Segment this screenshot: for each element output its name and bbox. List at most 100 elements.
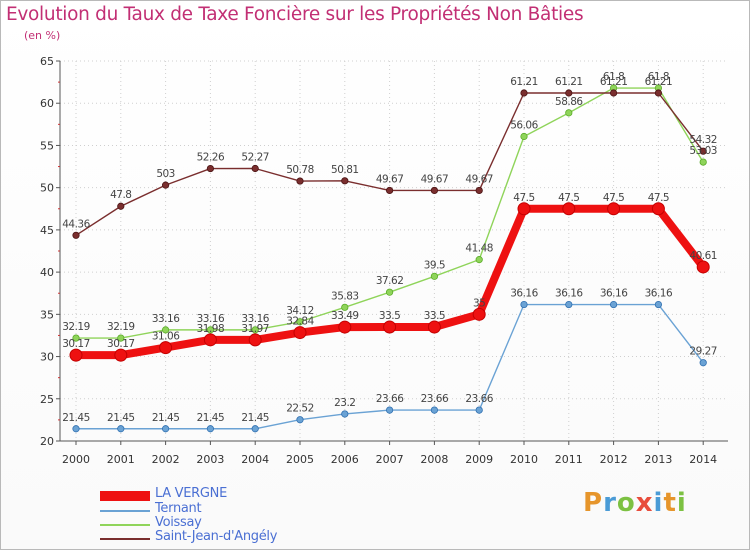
data-label: 36.16 (600, 288, 628, 300)
data-label: 33.16 (241, 313, 269, 325)
data-point (385, 186, 394, 195)
logo-letter: i (653, 488, 664, 518)
x-tick-label: 2013 (644, 453, 672, 466)
logo-letter: o (616, 488, 636, 518)
legend-label: LA VERGNE (155, 486, 228, 501)
data-label: 23.66 (465, 393, 493, 405)
logo-letter: r (603, 488, 617, 518)
data-point (520, 89, 528, 97)
data-label: 35.83 (331, 290, 359, 302)
data-label: 21.45 (107, 412, 135, 424)
data-label: 47.5 (558, 192, 579, 204)
y-tick-label: 20 (40, 435, 54, 448)
data-label: 53.03 (689, 145, 717, 157)
x-tick-label: 2012 (600, 453, 628, 466)
data-point (475, 256, 483, 264)
data-point (338, 320, 352, 334)
x-tick-label: 2005 (286, 453, 314, 466)
data-label: 30.17 (107, 338, 135, 350)
data-point (609, 300, 618, 309)
data-point (341, 303, 349, 311)
x-tick-label: 2000 (62, 453, 90, 466)
data-label: 49.67 (465, 173, 493, 185)
data-label: 36.16 (645, 288, 673, 300)
data-point (162, 326, 170, 334)
data-point (341, 177, 349, 185)
data-point (251, 326, 259, 334)
data-label: 61.21 (555, 76, 583, 88)
axes (56, 60, 728, 445)
data-label: 47.8 (110, 189, 131, 201)
data-point (117, 334, 125, 342)
data-label: 54.32 (689, 134, 717, 146)
data-label: 39.5 (424, 259, 445, 271)
data-label: 31.97 (241, 323, 269, 335)
data-label: 33.5 (379, 310, 400, 322)
data-point (696, 260, 710, 274)
data-label: 47.5 (603, 192, 624, 204)
y-tick-label: 60 (40, 97, 54, 110)
data-label: 44.36 (62, 218, 90, 230)
data-point (296, 318, 304, 326)
x-tick-label: 2002 (152, 453, 180, 466)
data-label: 31.98 (197, 323, 225, 335)
data-label: 41.48 (465, 243, 493, 255)
data-label: 33.16 (152, 313, 180, 325)
x-tick-label: 2006 (331, 453, 359, 466)
data-label: 32.19 (107, 321, 135, 333)
data-point (114, 348, 128, 362)
data-point (72, 231, 80, 239)
data-point (385, 288, 394, 296)
data-point (699, 359, 707, 367)
y-tick-label: 50 (40, 182, 54, 195)
tick-labels: 20 25 30 35 40 45 50 55 60 65 2000 2001 2002 2003 2004… (40, 55, 717, 466)
data-point (427, 320, 441, 334)
data-point (430, 186, 438, 195)
proxiti-logo: Proxiti (583, 488, 687, 518)
data-point (162, 181, 170, 189)
logo-letter: P (583, 488, 604, 518)
data-label: 21.45 (62, 412, 90, 424)
data-label: 23.66 (421, 393, 449, 405)
y-tick-label: 45 (40, 224, 54, 237)
data-label: 37.62 (376, 275, 404, 287)
y-tick-label: 30 (40, 351, 54, 364)
data-label: 50.78 (286, 164, 314, 176)
x-tick-label: 2007 (376, 453, 404, 466)
x-tick-label: 2004 (241, 453, 269, 466)
data-point (472, 307, 486, 321)
x-tick-label: 2008 (420, 453, 448, 466)
data-label: 23.2 (334, 397, 355, 409)
series-layer (69, 84, 710, 433)
series-saint-jean-d-ang-ly (72, 89, 707, 239)
y-tick-label: 55 (40, 139, 54, 152)
data-label: 47.5 (648, 192, 669, 204)
data-point (475, 406, 483, 414)
data-point (206, 425, 214, 433)
data-point (385, 406, 394, 414)
data-point (203, 333, 217, 347)
data-point (296, 416, 304, 424)
data-label: 21.45 (152, 412, 180, 424)
data-label: 61.8 (648, 71, 669, 83)
data-point (565, 89, 573, 97)
data-label: 33.49 (331, 310, 359, 322)
y-tick-label: 25 (40, 393, 54, 406)
data-point (248, 333, 262, 347)
data-label: 503 (156, 168, 175, 180)
data-point (69, 348, 83, 362)
data-point (520, 132, 528, 141)
data-point (251, 164, 259, 173)
data-label: 56.06 (510, 119, 538, 131)
x-tick-label: 2014 (689, 453, 717, 466)
data-labels: 21.45 21.45 21.45 21.45 21.45 22.52 23.2 23.66 2… (62, 71, 717, 424)
data-label: 50.81 (331, 164, 359, 176)
data-label: 33.16 (197, 313, 225, 325)
data-label: 23.66 (376, 393, 404, 405)
x-tick-label: 2010 (510, 453, 538, 466)
data-point (651, 202, 665, 216)
series-voissay (72, 84, 707, 342)
legend-swatch (100, 491, 150, 501)
